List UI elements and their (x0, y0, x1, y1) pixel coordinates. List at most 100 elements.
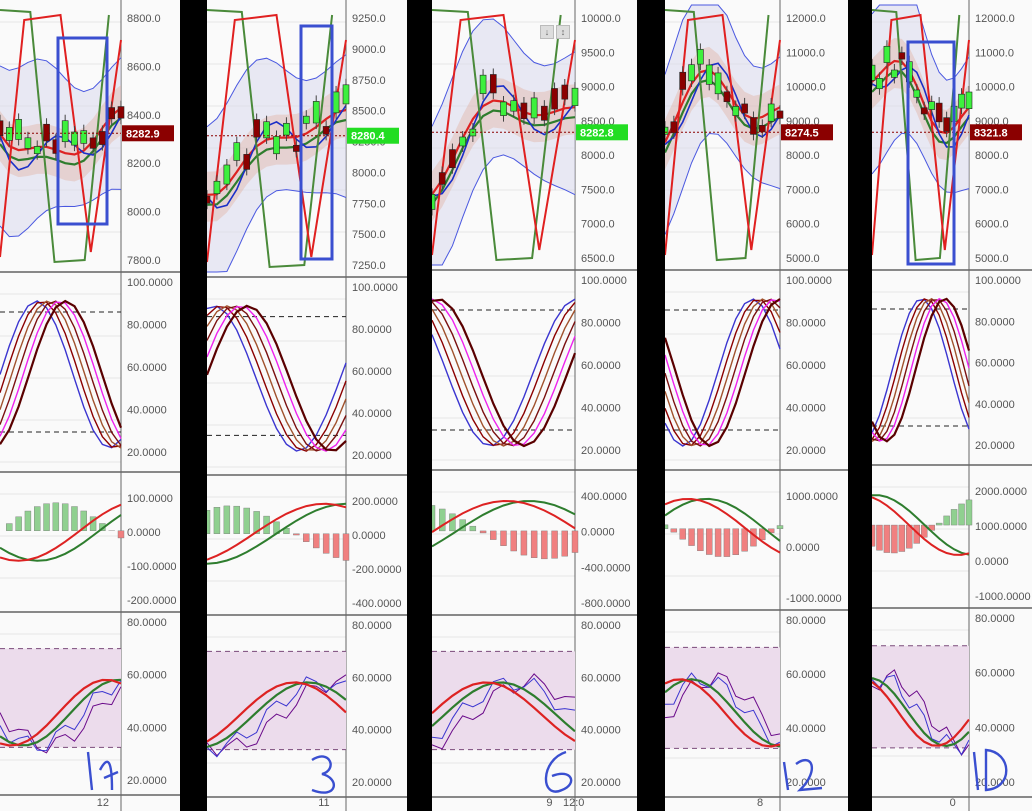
stoch-line (0, 301, 122, 439)
last-price-value: 8274.5 (785, 127, 819, 139)
macd-histogram-bar (322, 533, 330, 554)
macd-histogram-bar (293, 533, 300, 536)
rsi-line (432, 677, 576, 740)
bollinger-band-fill (207, 54, 346, 273)
stoch-line (872, 299, 970, 442)
ma-blue-line (207, 104, 347, 209)
rsi-tick-label: 80.0000 (352, 620, 392, 632)
rsi-line (207, 681, 347, 743)
stoch-line (0, 301, 122, 448)
price-tick-label: 10000.0 (581, 13, 621, 25)
stoch-tick-label: 80.0000 (786, 318, 826, 330)
last-price-badge (576, 124, 628, 141)
candle-body (71, 131, 78, 146)
chart-column-3h[interactable]: 9250.09000.08750.08500.08250.08000.07750… (207, 0, 407, 811)
macd-line (0, 514, 122, 562)
candle-body (872, 64, 876, 81)
macd-histogram-bar (723, 528, 731, 557)
time-axis-label: 9 (546, 797, 552, 809)
price-tick-label: 7000.0 (581, 219, 615, 231)
candle-body (665, 126, 669, 135)
rsi-tick-label: 80.0000 (127, 617, 167, 629)
pane-up-control[interactable]: ↓ (540, 25, 554, 39)
candle-body (479, 74, 487, 94)
macd-tick-label: -200.0000 (127, 595, 177, 607)
macd-histogram-bar (43, 503, 50, 531)
stoch-tick-label: 60.0000 (127, 362, 167, 374)
rsi-line (0, 686, 122, 754)
stoch-line (872, 297, 970, 442)
chart-column-1D[interactable]: 12000.0 11000.0 10000.0 9000.0 8000.0 7000.0 6… (872, 0, 1032, 811)
stoch-tick-label: 20.0000 (975, 440, 1015, 452)
chart-canvas: 8800.0 8600.0 8400.0 8200.0 8000.0 7800.0 8282… (0, 0, 180, 811)
chart-canvas: 12000.011000.010000.09000.08000.07000.06… (665, 0, 848, 811)
rsi-tick-label: 60.0000 (786, 669, 826, 681)
macd-signal-line (0, 503, 122, 562)
last-price-value: 8280.4 (351, 131, 386, 143)
macd-histogram-bar (24, 510, 32, 531)
chart-column-1h[interactable]: 8800.0 8600.0 8400.0 8200.0 8000.0 7800.0 8282… (0, 0, 180, 811)
price-tick-label: 7250.0 (352, 260, 386, 272)
time-axis-label: 11 (318, 797, 329, 809)
price-tick-label: 11000.0 (975, 47, 1014, 59)
macd-histogram-bar (342, 533, 350, 561)
ma-red-line (665, 68, 781, 143)
price-tick-label: 11000.0 (786, 47, 825, 59)
donchian-green-line (432, 9, 562, 262)
price-tick-label: 8600.0 (127, 61, 161, 73)
rsi-line (207, 676, 347, 758)
macd-line (872, 494, 970, 556)
chart-column-6h[interactable]: 10000.0 9500.0 9000.0 8500.0 8000.0 7500.0 700… (432, 0, 637, 811)
price-tick-label: 8400.0 (127, 110, 161, 122)
stoch-line (665, 298, 781, 447)
candle-body (302, 115, 310, 124)
stoch-line (207, 305, 347, 452)
candle-body (520, 102, 528, 120)
candle-body (767, 103, 775, 122)
macd-histogram-bar (303, 533, 310, 542)
stoch-tick-label: 40.0000 (975, 399, 1015, 411)
rsi-line (432, 681, 576, 743)
last-price-badge (347, 127, 399, 144)
price-tick-label: 6000.0 (975, 219, 1009, 231)
candle-body (293, 144, 300, 152)
stoch-line (432, 301, 576, 447)
stoch-line (872, 298, 970, 440)
bollinger-upper-line (207, 54, 347, 128)
price-tick-label: 9250.0 (352, 13, 386, 25)
price-tick-label: 9000.0 (581, 82, 615, 94)
price-tick-label: 8500.0 (352, 106, 386, 118)
bollinger-upper-line (665, 4, 781, 75)
donchian-red-line (207, 13, 347, 263)
macd-tick-label: -1000.0000 (786, 593, 842, 605)
rsi-line (665, 678, 781, 748)
macd-histogram-bar (665, 524, 669, 529)
time-axis-label: 12:0 (563, 797, 584, 809)
candle-body (117, 106, 125, 119)
stoch-line (207, 305, 347, 452)
pane-options-control[interactable]: ↕ (556, 25, 570, 39)
stoch-tick-label: 100.0000 (581, 275, 627, 287)
price-tick-label: 5000.0 (975, 253, 1009, 265)
candle-body (89, 137, 97, 149)
macd-histogram-bar (697, 528, 704, 552)
rsi-tick-label: 40.0000 (786, 723, 826, 735)
candle-body (273, 136, 280, 155)
candle-body (253, 119, 260, 138)
macd-histogram-bar (958, 503, 965, 526)
macd-histogram-bar (679, 528, 686, 540)
stoch-tick-label: 100.0000 (127, 277, 173, 289)
price-tick-label: 7500.0 (352, 229, 386, 241)
macd-histogram-bar (117, 530, 125, 539)
price-tick-label: 12000.0 (786, 13, 826, 25)
chart-column-12h[interactable]: 12000.0 11000.0 10000.0 9000.0 8000.0 7000.0 6… (665, 0, 848, 811)
macd-tick-label: 1000.0000 (975, 521, 1027, 533)
stoch-line (207, 305, 347, 452)
price-tick-label: 7000.0 (975, 184, 1009, 196)
macd-histogram-bar (670, 528, 678, 533)
stoch-tick-label: 40.0000 (352, 408, 392, 420)
candle-body (15, 119, 22, 140)
macd-tick-label: -800.0000 (581, 598, 631, 610)
chart-canvas: 9250.09000.08750.08500.08250.08000.07750… (207, 0, 407, 811)
